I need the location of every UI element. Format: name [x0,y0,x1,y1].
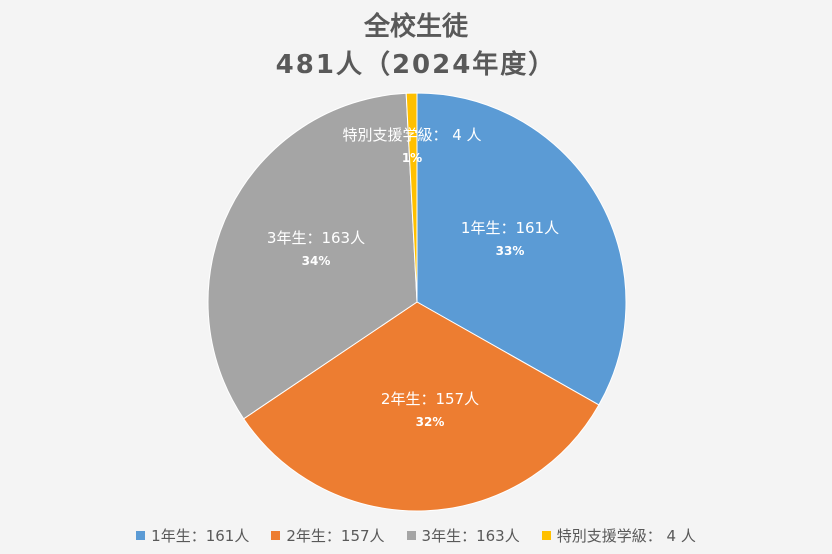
percent-label-2: 32% [416,415,445,429]
chart-title: 全校生徒 [363,12,468,42]
percent-label-3: 34% [302,254,331,268]
data-label-1: 1年生：161人 [461,219,559,237]
percent-label-4: 1% [402,151,422,165]
legend-swatch [136,531,146,540]
legend-item-3: 3年生：163人 [406,525,520,546]
pie-slice-2 [242,301,600,512]
legend-label: 1年生：161人 [151,527,250,545]
legend-item-4: 特別支援学級： 4 人 [541,525,696,546]
data-label-2: 2年生：157人 [381,390,479,408]
legend-label: 2年生：157人 [286,527,385,545]
data-label-3: 3年生：163人 [267,229,365,247]
data-label-4: 特別支援学級： 4 人 [342,126,481,144]
legend-item-1: 1年生：161人 [136,525,249,546]
legend-swatch [541,531,551,540]
pie-slice-4 [405,92,418,303]
legend-swatch [406,531,416,540]
legend-label: 特別支援学級： 4 人 [556,527,696,545]
legend: 1年生：161人 2年生：157人 3年生：163人 特別支援学級： 4 人 [0,525,832,546]
percent-label-1: 33% [496,244,525,258]
legend-item-2: 2年生：157人 [271,525,385,546]
legend-swatch [271,531,281,540]
pie-slice-1 [416,92,627,406]
pie-slice-3 [207,92,418,420]
chart-subtitle: 481人（2024年度） [275,50,557,80]
legend-label: 3年生：163人 [421,527,520,545]
